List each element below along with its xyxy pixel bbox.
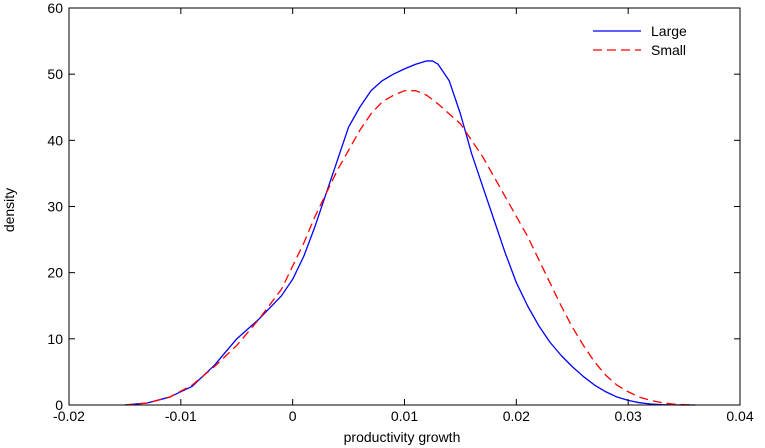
x-tick-label: 0 xyxy=(289,408,297,424)
y-tick-label: 40 xyxy=(47,132,63,148)
y-tick-label: 30 xyxy=(47,199,63,215)
plot-area xyxy=(69,8,740,405)
y-tick-label: 60 xyxy=(47,0,63,16)
x-tick-label: 0.03 xyxy=(615,408,642,424)
legend: Large Small xyxy=(584,16,736,64)
y-tick-label: 10 xyxy=(47,331,63,347)
y-axis-label: density xyxy=(1,188,17,232)
series-line-small xyxy=(124,90,696,406)
x-tick-label: 0.01 xyxy=(391,408,418,424)
y-tick-label: 20 xyxy=(47,265,63,281)
legend-box xyxy=(584,16,736,64)
series-line-large xyxy=(124,60,696,406)
y-tick-label: 0 xyxy=(55,397,63,413)
legend-label-large: Large xyxy=(651,23,687,39)
legend-label-small: Small xyxy=(651,42,686,58)
x-tick-label: 0.04 xyxy=(726,408,753,424)
y-tick-label: 50 xyxy=(47,66,63,82)
plot-background xyxy=(69,8,740,405)
ticks-layer: -0.02 -0.01 0 0.01 0.02 0.03 0.04 0 10 20 30 40 50 60 xyxy=(47,0,753,424)
series-layer xyxy=(124,60,696,406)
x-tick-label: 0.02 xyxy=(503,408,530,424)
x-tick-label: -0.01 xyxy=(165,408,197,424)
x-tick-label: -0.02 xyxy=(53,408,85,424)
x-axis-label: productivity growth xyxy=(344,429,461,445)
